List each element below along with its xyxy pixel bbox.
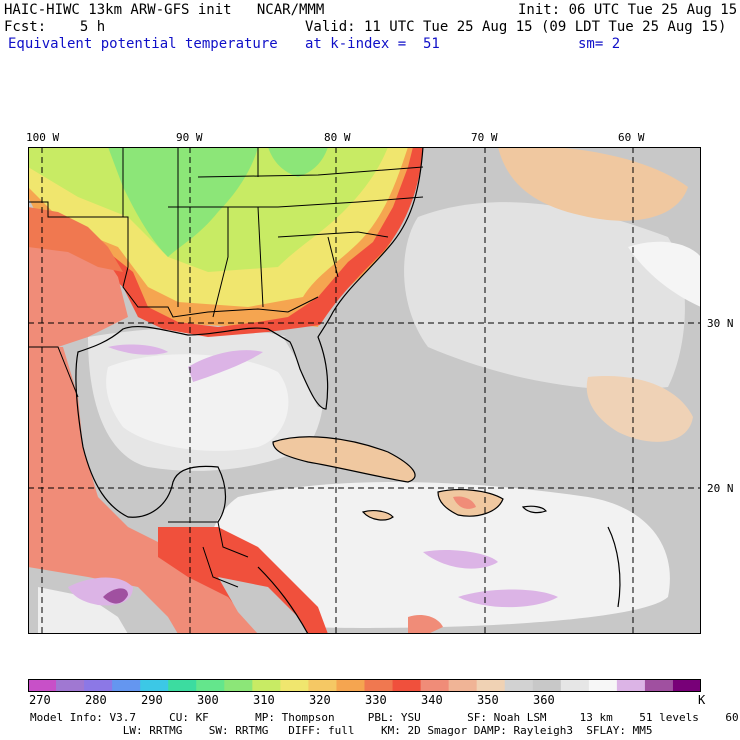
colorbar-unit: K xyxy=(698,693,706,707)
lon-label-70w: 70 W xyxy=(471,131,498,144)
colorbar-tick-330: 330 xyxy=(365,693,387,707)
coastlines xyxy=(75,147,621,634)
us-land-green xyxy=(108,147,258,257)
colorbar-tick-280: 280 xyxy=(85,693,107,707)
field-name: Equivalent potential temperature xyxy=(8,36,278,52)
colorbar-swatch xyxy=(112,679,141,692)
colorbar-swatch xyxy=(336,679,365,692)
lat-label-30n: 30 N xyxy=(707,317,734,330)
weather-map xyxy=(28,147,701,634)
caribbean-lavender-zone-2 xyxy=(458,589,558,608)
pacific-purple-zone xyxy=(103,588,128,604)
colorbar-swatch xyxy=(672,679,701,692)
colorbar-swatch xyxy=(224,679,253,692)
colorbar-swatch xyxy=(448,679,478,692)
init-time: Init: 06 UTC Tue 25 Aug 15 xyxy=(518,2,738,18)
atlantic-peach-region xyxy=(498,147,688,221)
central-america-gray xyxy=(218,577,308,634)
colorbar-swatch xyxy=(252,679,281,692)
lon-label-100w: 100 W xyxy=(26,131,60,144)
colorbar-swatch xyxy=(560,679,590,692)
colorbar-tick-270: 270 xyxy=(29,693,51,707)
forecast-hour: Fcst: 5 h xyxy=(4,19,106,35)
atlantic-light-region xyxy=(404,202,685,390)
colorbar-tick-340: 340 xyxy=(421,693,443,707)
lon-label-90w: 90 W xyxy=(176,131,203,144)
colorbar-frame xyxy=(28,679,701,692)
colorbar-swatch xyxy=(140,679,169,692)
colorbar-swatch xyxy=(588,679,618,692)
model-title: HAIC-HIWC 13km ARW-GFS init NCAR/MMM xyxy=(4,2,325,18)
colorbar-tick-360: 360 xyxy=(533,693,555,707)
lat-label-20n: 20 N xyxy=(707,482,734,495)
colorbar-swatch xyxy=(392,679,422,692)
colorbar-swatch xyxy=(504,679,534,692)
colorbar xyxy=(28,679,701,692)
colorbar-tick-310: 310 xyxy=(253,693,275,707)
colorbar-swatch xyxy=(364,679,394,692)
model-info-line1: Model Info: V3.7 CU: KF MP: Thompson PBL… xyxy=(30,711,740,724)
political-borders xyxy=(28,147,424,588)
caribbean-salmon-spot xyxy=(408,615,443,634)
colorbar-swatch xyxy=(28,679,57,692)
colorbar-swatch xyxy=(532,679,562,692)
mexico-land-white xyxy=(38,587,128,634)
colorbar-swatch xyxy=(616,679,646,692)
map-frame xyxy=(28,147,701,634)
lon-label-60w: 60 W xyxy=(618,131,645,144)
colorbar-swatch xyxy=(308,679,337,692)
colorbar-tick-320: 320 xyxy=(309,693,331,707)
colorbar-tick-350: 350 xyxy=(477,693,499,707)
level-index: at k-index = 51 xyxy=(305,36,440,52)
us-land-green-2 xyxy=(268,147,328,177)
atlantic-peach-region-2 xyxy=(586,376,693,442)
gulf-lavender-streak-2 xyxy=(188,350,263,382)
valid-time: Valid: 11 UTC Tue 25 Aug 15 (09 LDT Tue … xyxy=(305,19,727,35)
gulf-lavender-streak xyxy=(108,344,168,355)
florida-peninsula xyxy=(283,332,330,407)
colorbar-swatch xyxy=(476,679,506,692)
colorbar-swatch xyxy=(168,679,197,692)
colorbar-swatch xyxy=(56,679,85,692)
hispaniola-salmon xyxy=(453,496,476,509)
colorbar-swatch xyxy=(196,679,225,692)
colorbar-swatch xyxy=(280,679,309,692)
colorbar-swatch xyxy=(84,679,113,692)
cuba-island xyxy=(273,436,416,482)
gulf-coast-red-band xyxy=(28,147,423,337)
lat-lon-grid xyxy=(28,147,701,634)
east-white-streak xyxy=(628,241,701,307)
smoothing-value: sm= 2 xyxy=(578,36,621,52)
colorbar-tick-290: 290 xyxy=(141,693,163,707)
colorbar-swatch xyxy=(644,679,674,692)
colorbar-swatch xyxy=(420,679,450,692)
colorbar-tick-300: 300 xyxy=(197,693,219,707)
texas-red-zone xyxy=(28,207,123,272)
gulf-white-region xyxy=(106,354,289,451)
model-info-line2: LW: RRTMG SW: RRTMG DIFF: full KM: 2D Sm… xyxy=(30,724,653,737)
lon-label-80w: 80 W xyxy=(324,131,351,144)
caribbean-lavender-zone xyxy=(423,550,498,569)
